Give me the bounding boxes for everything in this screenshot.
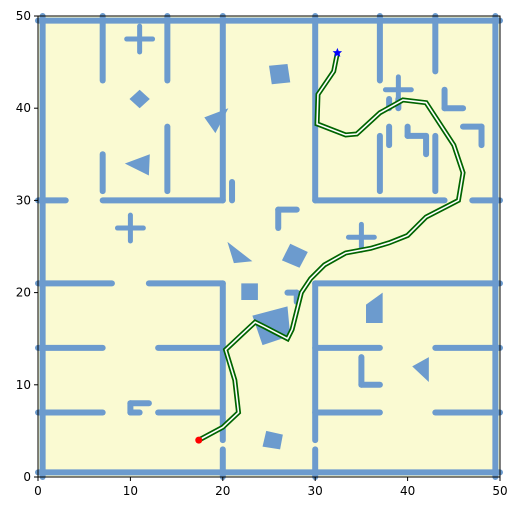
plus-obstacle bbox=[345, 221, 377, 253]
plus-obstacle bbox=[124, 23, 156, 55]
polygon-obstacle bbox=[124, 154, 150, 176]
y-tick-label: 10 bbox=[16, 378, 31, 392]
polygon-obstacle bbox=[204, 108, 229, 134]
polygon-obstacle bbox=[129, 89, 150, 109]
axes-frame bbox=[37, 15, 501, 478]
polygon-obstacle bbox=[262, 430, 283, 450]
plus-obstacle bbox=[114, 212, 146, 244]
polygon-obstacle bbox=[412, 357, 429, 383]
plus-obstacle bbox=[382, 74, 414, 106]
plot-area bbox=[35, 13, 503, 480]
x-tick-label: 20 bbox=[215, 484, 230, 498]
polygon-obstacle bbox=[241, 283, 258, 300]
x-tick-label: 50 bbox=[492, 484, 507, 498]
y-tick-label: 40 bbox=[16, 101, 31, 115]
polygon-obstacle bbox=[227, 241, 253, 264]
polygon-obstacle bbox=[366, 292, 383, 324]
x-tick-label: 0 bbox=[34, 484, 42, 498]
start-marker bbox=[195, 436, 203, 444]
goal-marker bbox=[332, 47, 343, 57]
x-tick-label: 10 bbox=[123, 484, 138, 498]
x-tick-label: 30 bbox=[308, 484, 323, 498]
y-tick-label: 50 bbox=[16, 9, 31, 23]
y-tick-label: 0 bbox=[23, 470, 31, 484]
polygon-obstacle bbox=[281, 243, 308, 268]
map-background bbox=[38, 16, 500, 477]
axes: 0 10 20 30 40 50 0 10 20 30 40 50 bbox=[16, 9, 508, 498]
polygon-obstacle bbox=[269, 63, 291, 85]
path-line-inner bbox=[198, 52, 464, 441]
x-tick-label: 40 bbox=[400, 484, 415, 498]
y-tick-label: 20 bbox=[16, 286, 31, 300]
y-tick-label: 30 bbox=[16, 193, 31, 207]
